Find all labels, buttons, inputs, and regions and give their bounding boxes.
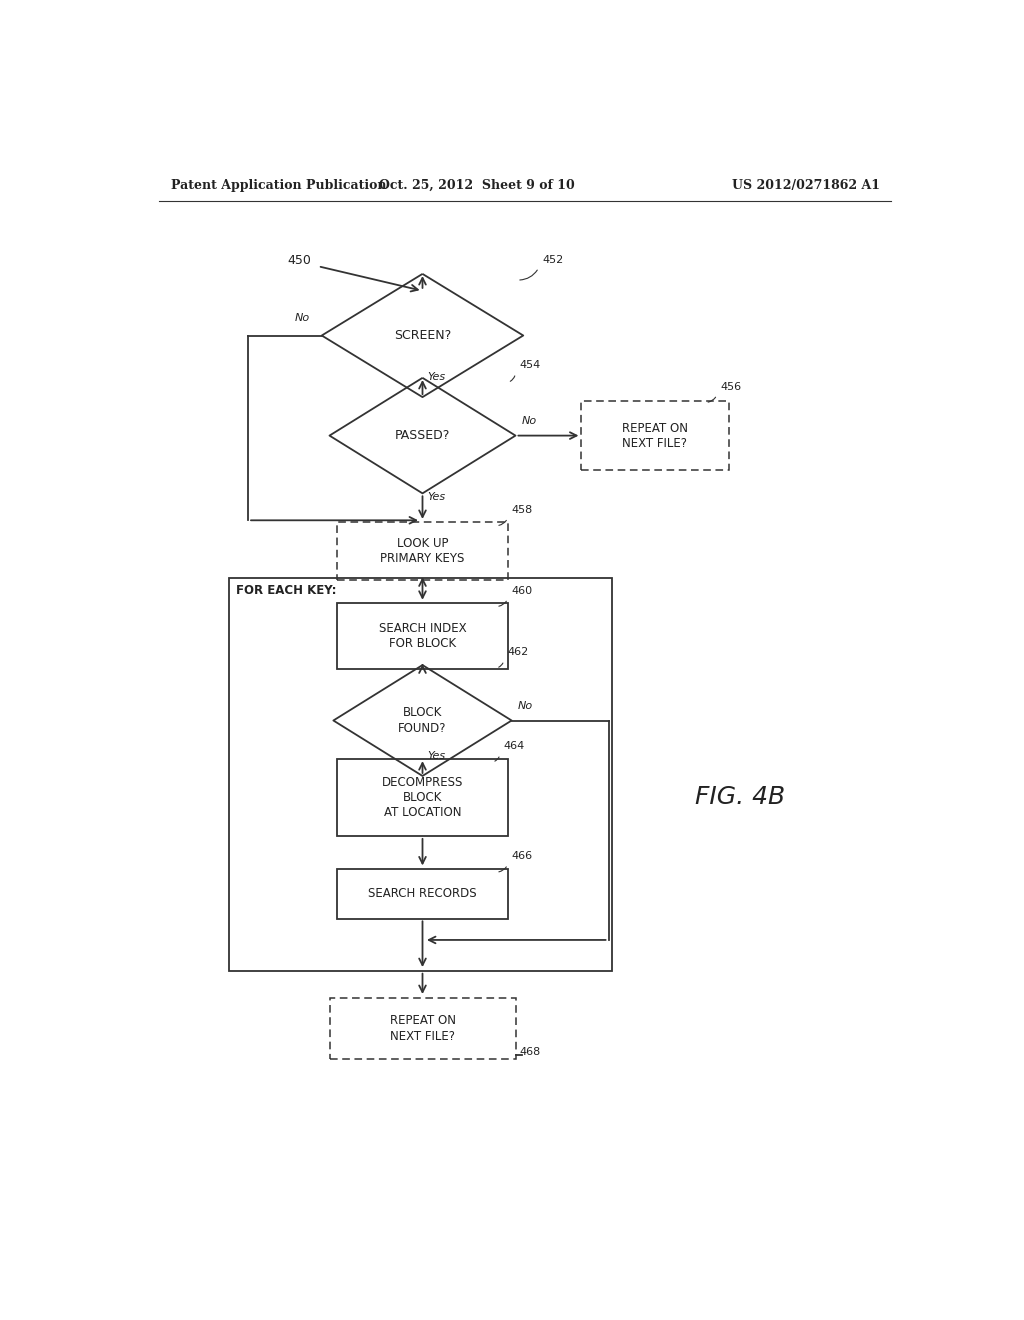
Text: No: No xyxy=(521,416,537,426)
Text: 460: 460 xyxy=(512,586,532,595)
Text: Yes: Yes xyxy=(427,372,445,381)
Text: 458: 458 xyxy=(512,506,532,515)
Text: US 2012/0271862 A1: US 2012/0271862 A1 xyxy=(732,178,880,191)
Bar xyxy=(228,578,612,970)
Text: PASSED?: PASSED? xyxy=(395,429,451,442)
Text: 450: 450 xyxy=(287,253,310,267)
Text: 462: 462 xyxy=(508,647,529,657)
Bar xyxy=(582,401,729,470)
Text: 464: 464 xyxy=(504,742,525,751)
Text: 452: 452 xyxy=(543,255,564,264)
Text: SEARCH INDEX
FOR BLOCK: SEARCH INDEX FOR BLOCK xyxy=(379,622,466,649)
Text: Patent Application Publication: Patent Application Publication xyxy=(171,178,386,191)
Bar xyxy=(337,603,508,668)
Text: LOOK UP
PRIMARY KEYS: LOOK UP PRIMARY KEYS xyxy=(380,537,465,565)
Text: No: No xyxy=(518,701,532,711)
Text: FIG. 4B: FIG. 4B xyxy=(695,785,785,809)
Text: No: No xyxy=(295,313,310,323)
Text: Yes: Yes xyxy=(427,492,445,502)
Text: DECOMPRESS
BLOCK
AT LOCATION: DECOMPRESS BLOCK AT LOCATION xyxy=(382,776,463,818)
Text: REPEAT ON
NEXT FILE?: REPEAT ON NEXT FILE? xyxy=(389,1015,456,1043)
Text: Oct. 25, 2012  Sheet 9 of 10: Oct. 25, 2012 Sheet 9 of 10 xyxy=(379,178,574,191)
Bar xyxy=(337,869,508,919)
Text: FOR EACH KEY:: FOR EACH KEY: xyxy=(237,585,337,597)
Text: BLOCK
FOUND?: BLOCK FOUND? xyxy=(398,706,446,734)
Text: 466: 466 xyxy=(512,851,532,862)
Text: 468: 468 xyxy=(519,1047,541,1056)
Bar xyxy=(337,523,508,579)
Text: 454: 454 xyxy=(519,360,541,370)
Text: SEARCH RECORDS: SEARCH RECORDS xyxy=(369,887,477,900)
Text: 456: 456 xyxy=(721,381,742,392)
Bar xyxy=(330,998,515,1059)
Bar xyxy=(337,759,508,836)
Text: Yes: Yes xyxy=(427,751,445,762)
Text: SCREEN?: SCREEN? xyxy=(394,329,452,342)
Text: REPEAT ON
NEXT FILE?: REPEAT ON NEXT FILE? xyxy=(622,421,688,450)
